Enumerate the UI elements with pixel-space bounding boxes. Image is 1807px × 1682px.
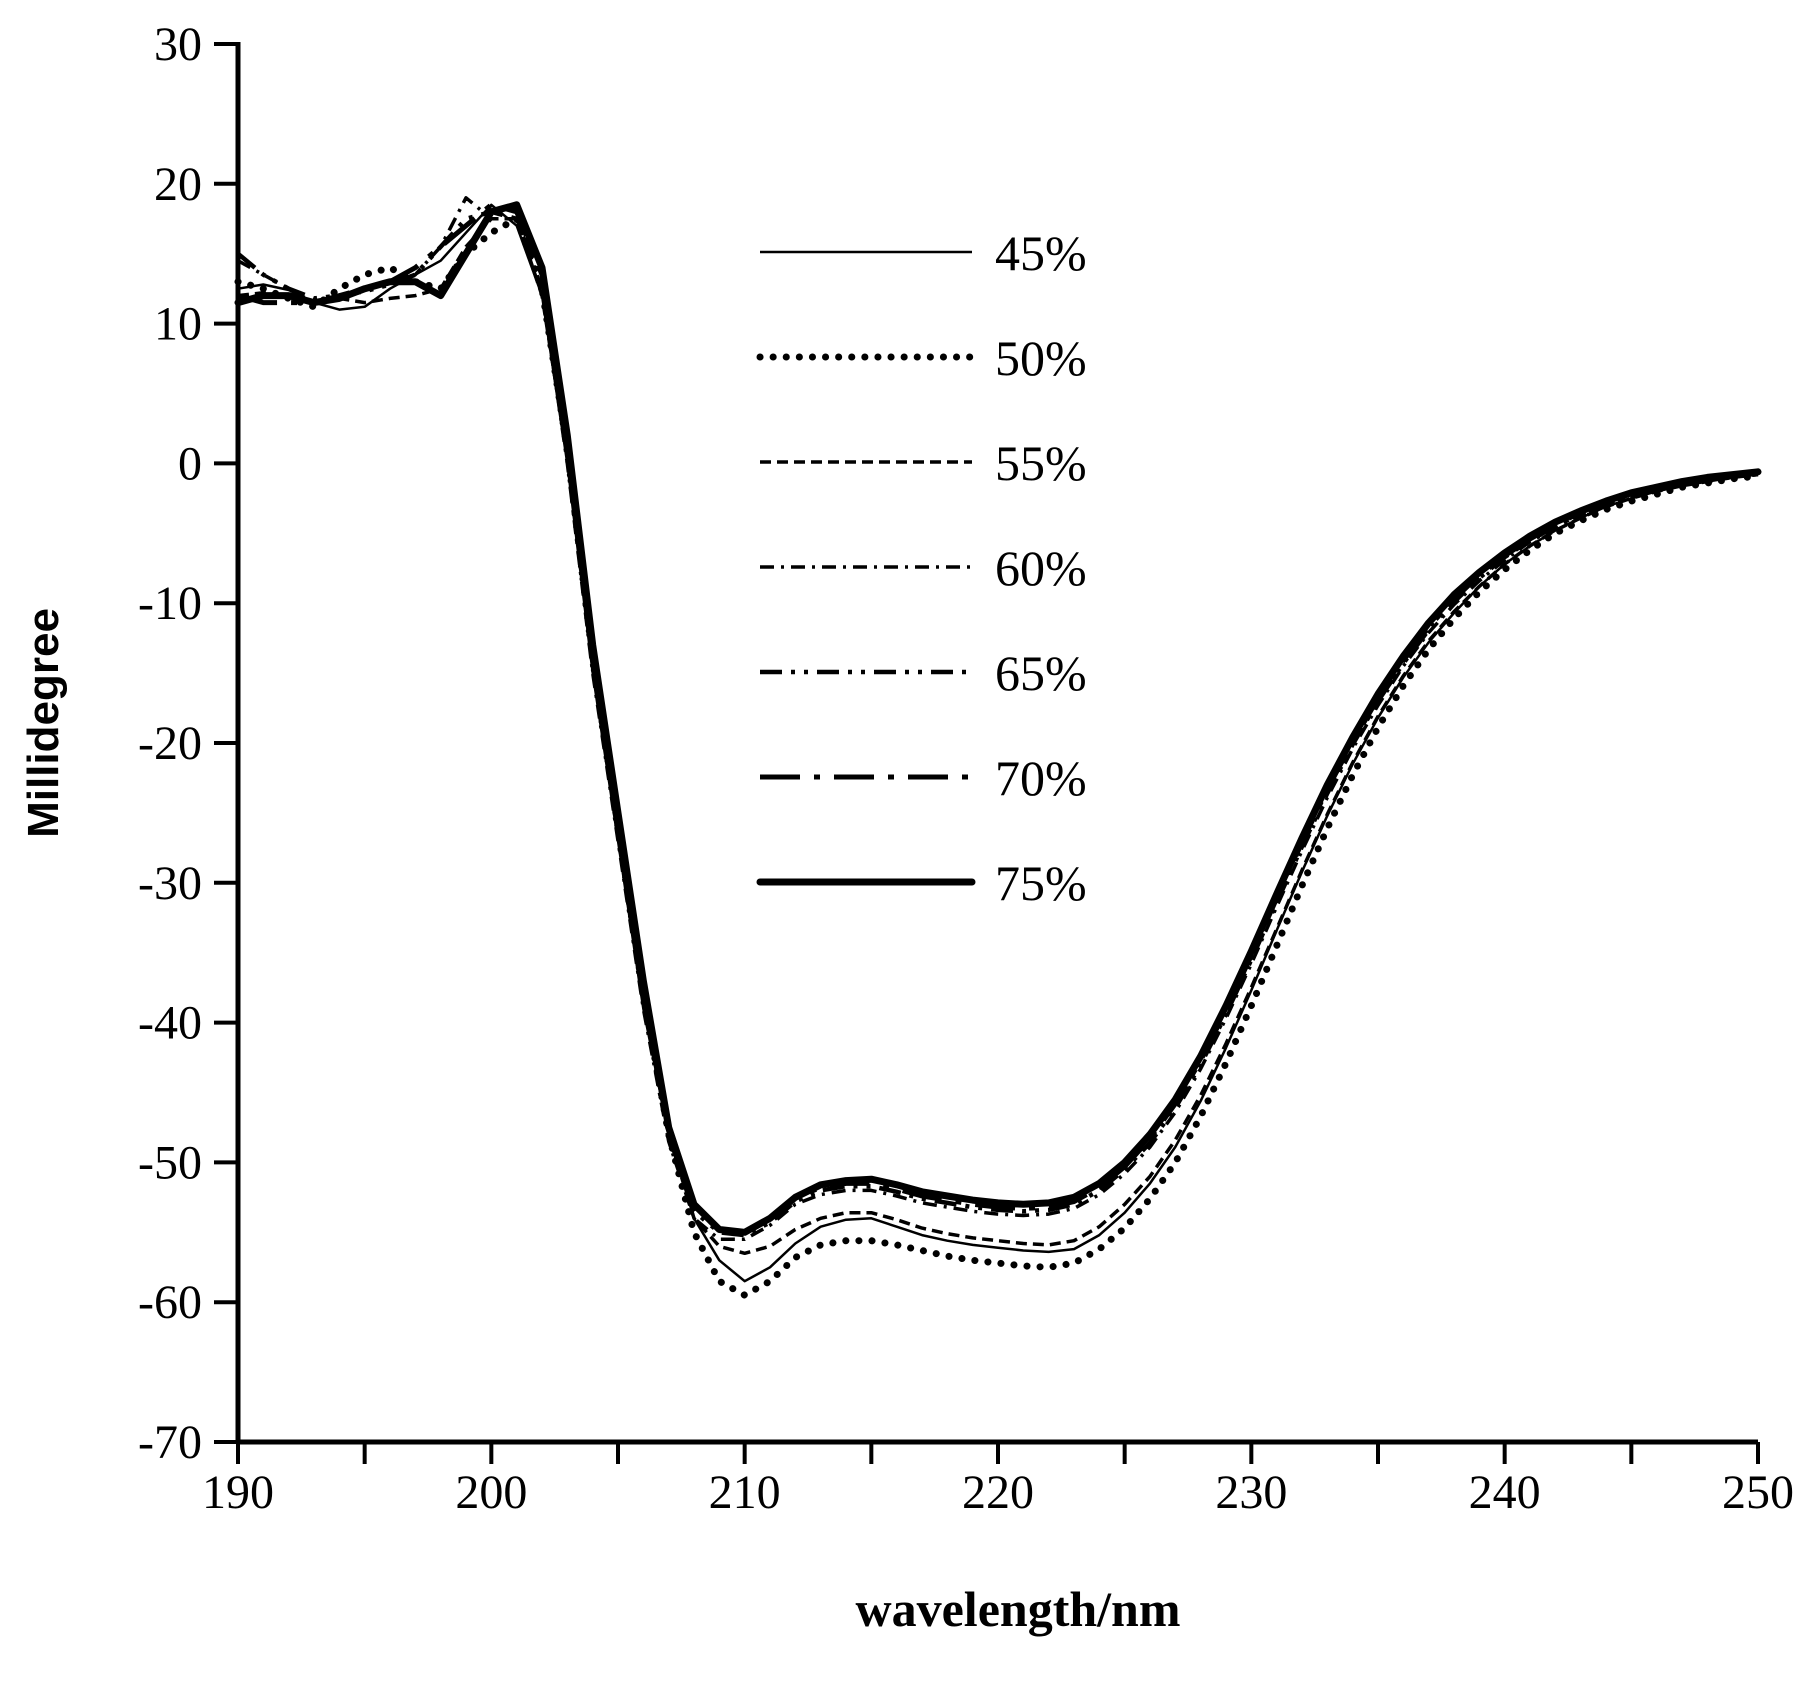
y-tick-label: 30 (154, 18, 202, 71)
series-layer (234, 196, 1762, 1299)
x-tick-label: 220 (962, 1466, 1034, 1519)
legend-label: 45% (995, 225, 1087, 281)
x-axis-label: wavelength/nm (856, 1581, 1181, 1637)
legend-label: 55% (995, 435, 1087, 491)
x-tick-label: 210 (709, 1466, 781, 1519)
x-tick-label: 190 (202, 1466, 274, 1519)
y-tick-label: -60 (138, 1276, 202, 1329)
x-ticks: 190 200 210 220 230 240 250 (202, 1442, 1794, 1519)
y-tick-label: -40 (138, 997, 202, 1050)
y-tick-label: -50 (138, 1136, 202, 1189)
x-tick-label: 200 (455, 1466, 527, 1519)
x-tick-label: 230 (1215, 1466, 1287, 1519)
legend-label: 70% (995, 750, 1087, 806)
y-tick-label: -30 (138, 857, 202, 910)
x-tick-label: 250 (1722, 1466, 1794, 1519)
y-ticks: 30 20 10 0 -10 -20 -30 -40 -50 -60 -70 (138, 18, 238, 1469)
y-tick-label: -20 (138, 717, 202, 770)
y-tick-label: 20 (154, 158, 202, 211)
legend-label: 50% (995, 330, 1087, 386)
series-line-70pct (237, 202, 1759, 1235)
y-tick-label: -70 (138, 1416, 202, 1469)
y-axis-label: Millidegree (19, 608, 68, 838)
x-tick-label: 240 (1469, 1466, 1541, 1519)
y-tick-label: 0 (178, 437, 202, 490)
series-line-75pct (234, 201, 1762, 1236)
y-tick-label: 10 (154, 298, 202, 351)
legend-label: 60% (995, 540, 1087, 596)
legend-label: 65% (995, 645, 1087, 701)
legend-label: 75% (995, 855, 1087, 911)
series-line-50pct (234, 215, 1762, 1299)
y-tick-label: -10 (138, 577, 202, 630)
legend: 45% 50% 55% 60% 65% 70% 75% (756, 225, 1087, 911)
